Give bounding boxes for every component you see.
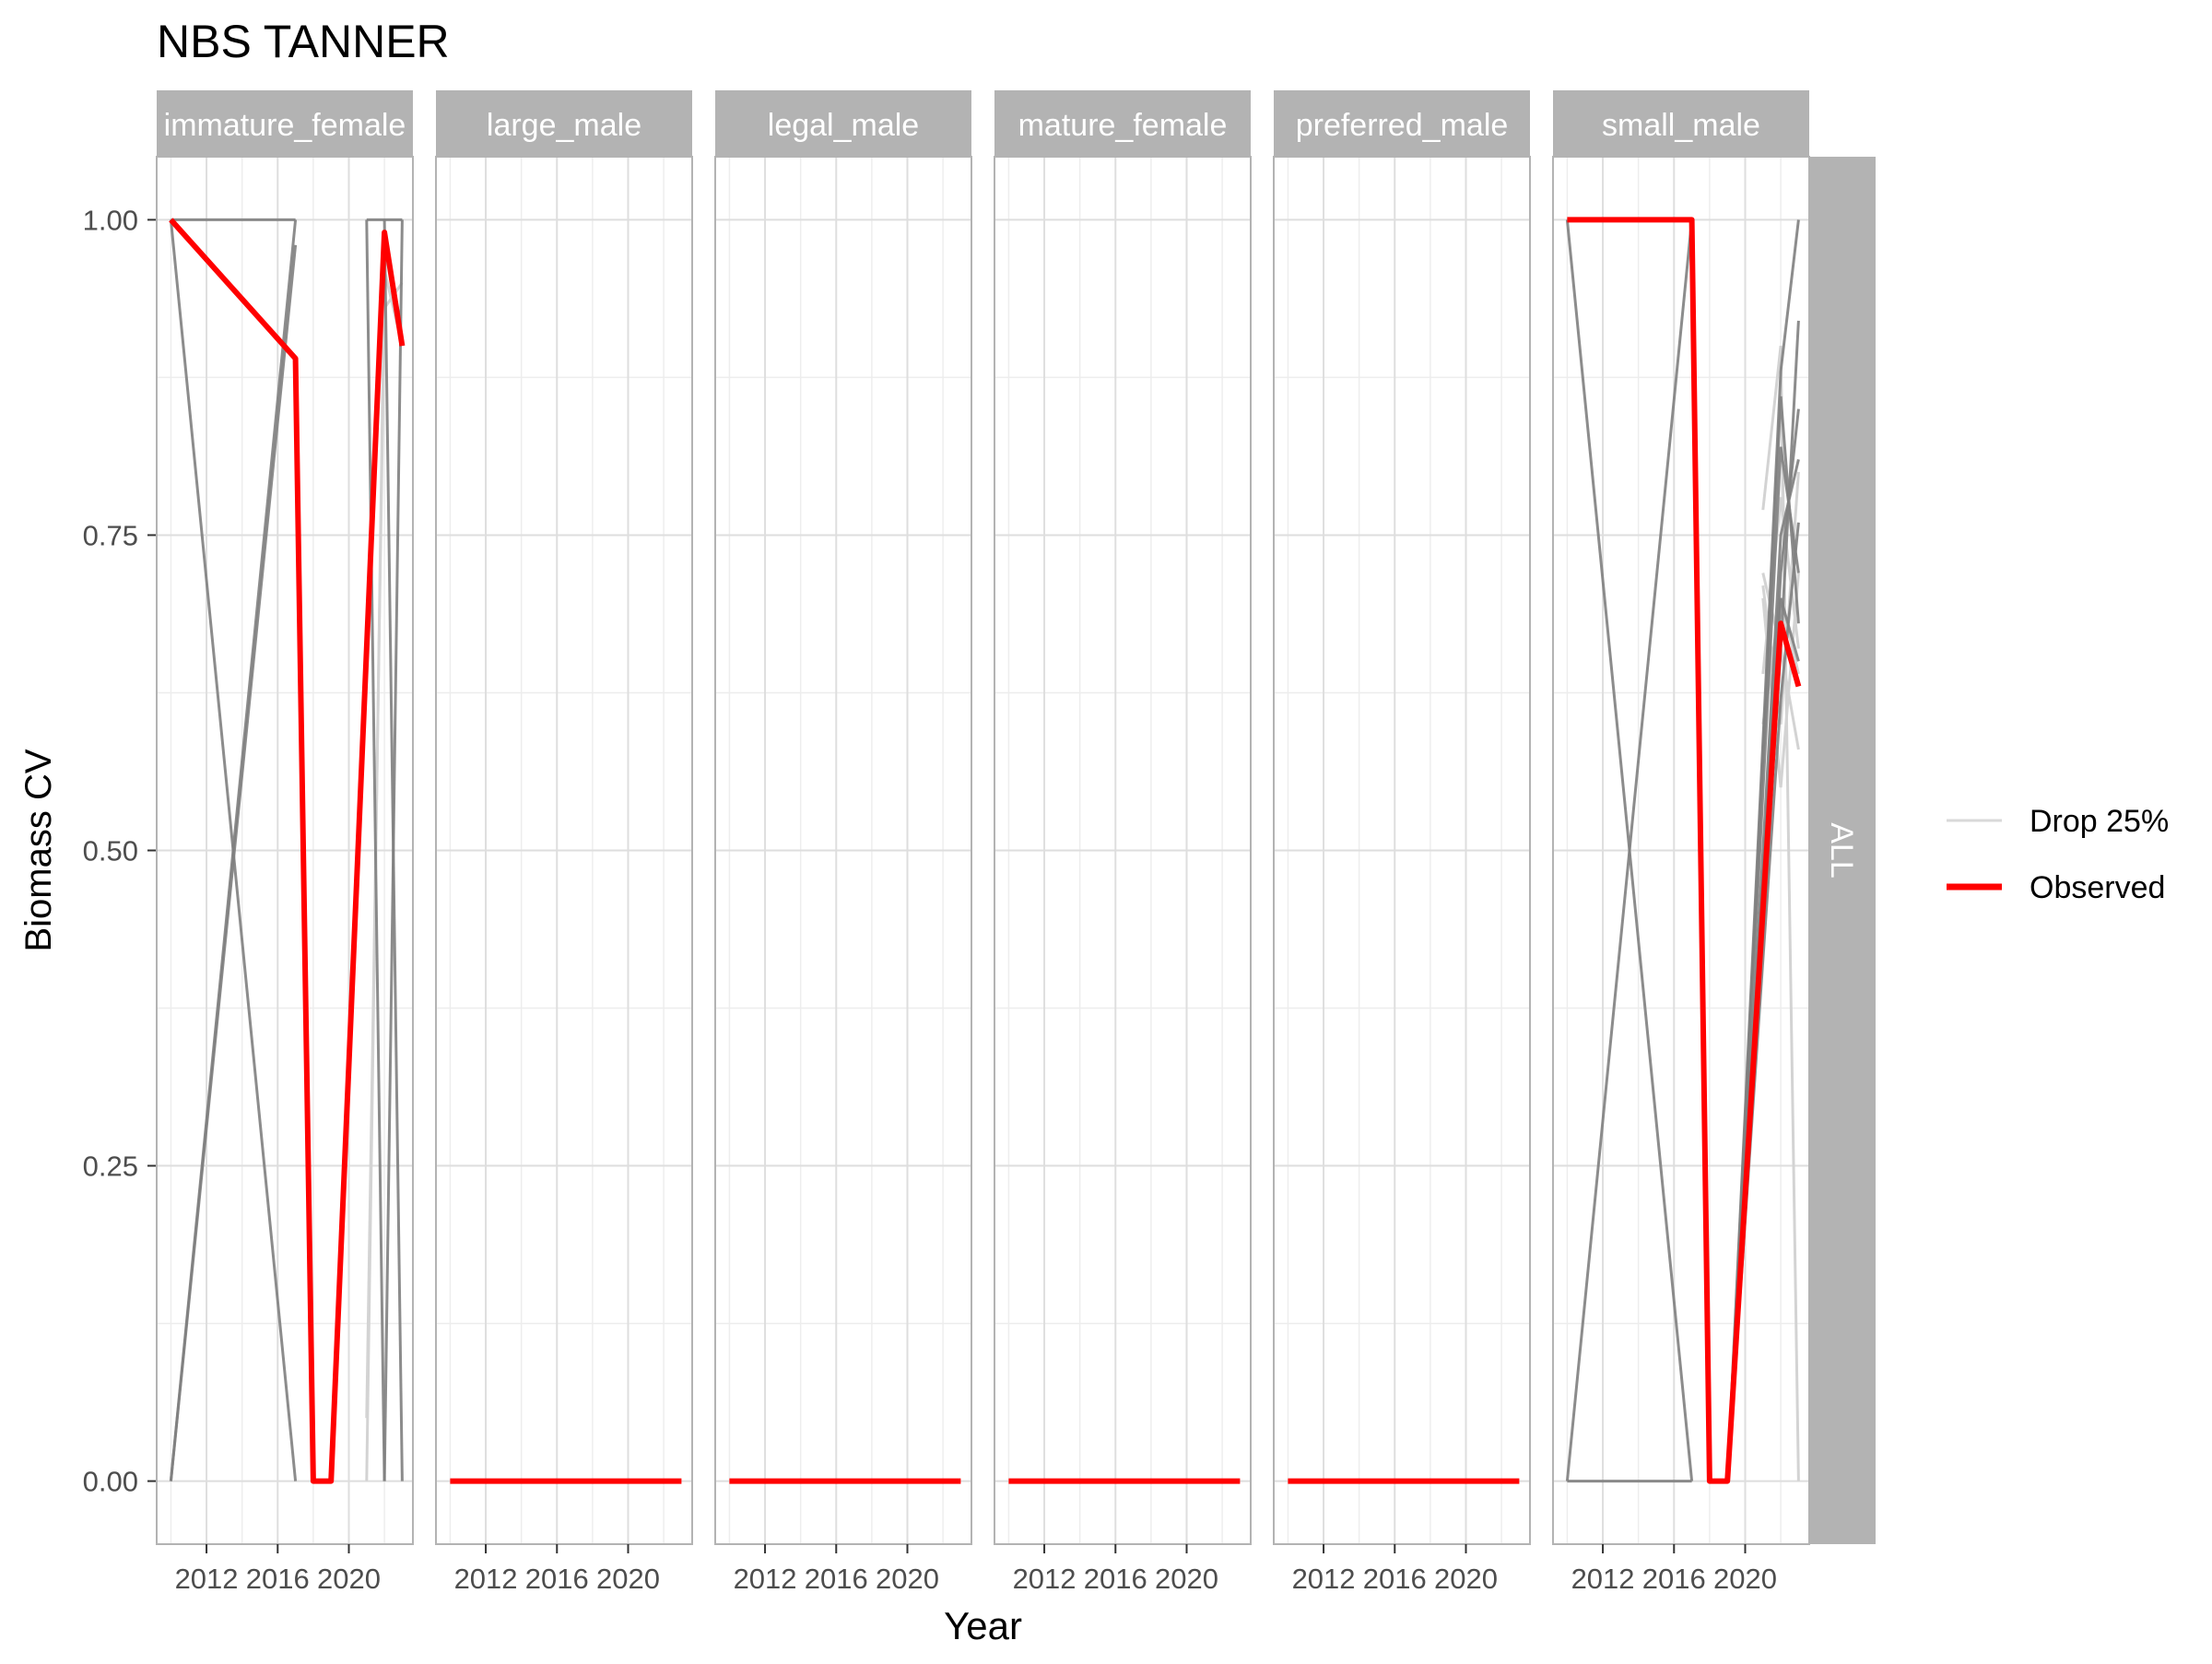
facet-strip	[715, 90, 971, 157]
y-tick-label: 0.00	[83, 1466, 138, 1498]
x-tick-label: 2020	[596, 1563, 660, 1595]
x-tick-label: 2016	[246, 1563, 310, 1595]
y-tick-label: 0.25	[83, 1151, 138, 1183]
x-tick-label: 2016	[1084, 1563, 1147, 1595]
facet-strip	[436, 90, 692, 157]
legend-label: Observed	[2030, 870, 2165, 905]
x-axis-title: Year	[944, 1604, 1022, 1647]
facet-strip-label: small_male	[1602, 108, 1760, 143]
x-tick-label: 2016	[525, 1563, 589, 1595]
drop-25-line	[169, 244, 298, 1481]
y-tick-label: 0.75	[83, 519, 138, 551]
panel-border	[1273, 156, 1531, 1545]
x-tick-label: 2016	[805, 1563, 868, 1595]
drop-25-line	[1565, 219, 1694, 1481]
x-tick-label: 2012	[1571, 1563, 1635, 1595]
facet-strip-label: mature_female	[1018, 108, 1228, 143]
facet-strip-label: legal_male	[768, 108, 919, 143]
facet-strip-label: preferred_male	[1296, 108, 1509, 143]
facet-strip-label: large_male	[487, 108, 641, 143]
x-tick-label: 2020	[317, 1563, 381, 1595]
x-tick-label: 2012	[175, 1563, 239, 1595]
drop-25-line	[1761, 346, 1800, 1481]
x-tick-label: 2012	[1292, 1563, 1356, 1595]
facet-strip	[1553, 90, 1809, 157]
x-tick-label: 2020	[1434, 1563, 1498, 1595]
x-tick-label: 2016	[1363, 1563, 1427, 1595]
x-tick-label: 2020	[1155, 1563, 1218, 1595]
drop-25-line	[382, 219, 404, 1481]
panel-border	[994, 156, 1252, 1545]
x-tick-label: 2020	[876, 1563, 939, 1595]
row-strip-label: ALL	[1824, 822, 1859, 879]
x-tick-label: 2012	[734, 1563, 797, 1595]
y-tick-label: 0.50	[83, 835, 138, 867]
facet-strip	[157, 90, 413, 157]
panel-border	[714, 156, 972, 1545]
drop-25-line	[1725, 395, 1800, 1481]
chart-title: NBS TANNER	[157, 16, 450, 67]
x-tick-label: 2012	[1013, 1563, 1077, 1595]
drop-25-line	[365, 219, 386, 1481]
observed-line	[1567, 217, 1802, 1484]
observed-line	[169, 218, 406, 1484]
y-tick-label: 1.00	[83, 204, 138, 236]
facet-strip-label: immature_female	[164, 108, 406, 143]
facet-strip	[1274, 90, 1530, 157]
x-tick-label: 2020	[1713, 1563, 1777, 1595]
legend-label: Drop 25%	[2030, 804, 2169, 839]
row-strip	[1809, 157, 1876, 1544]
panel-border	[435, 156, 693, 1545]
facet-strip	[994, 90, 1251, 157]
x-tick-label: 2016	[1642, 1563, 1706, 1595]
x-tick-label: 2012	[454, 1563, 518, 1595]
panel-border	[156, 156, 414, 1545]
y-axis-title: Biomass CV	[18, 749, 59, 951]
